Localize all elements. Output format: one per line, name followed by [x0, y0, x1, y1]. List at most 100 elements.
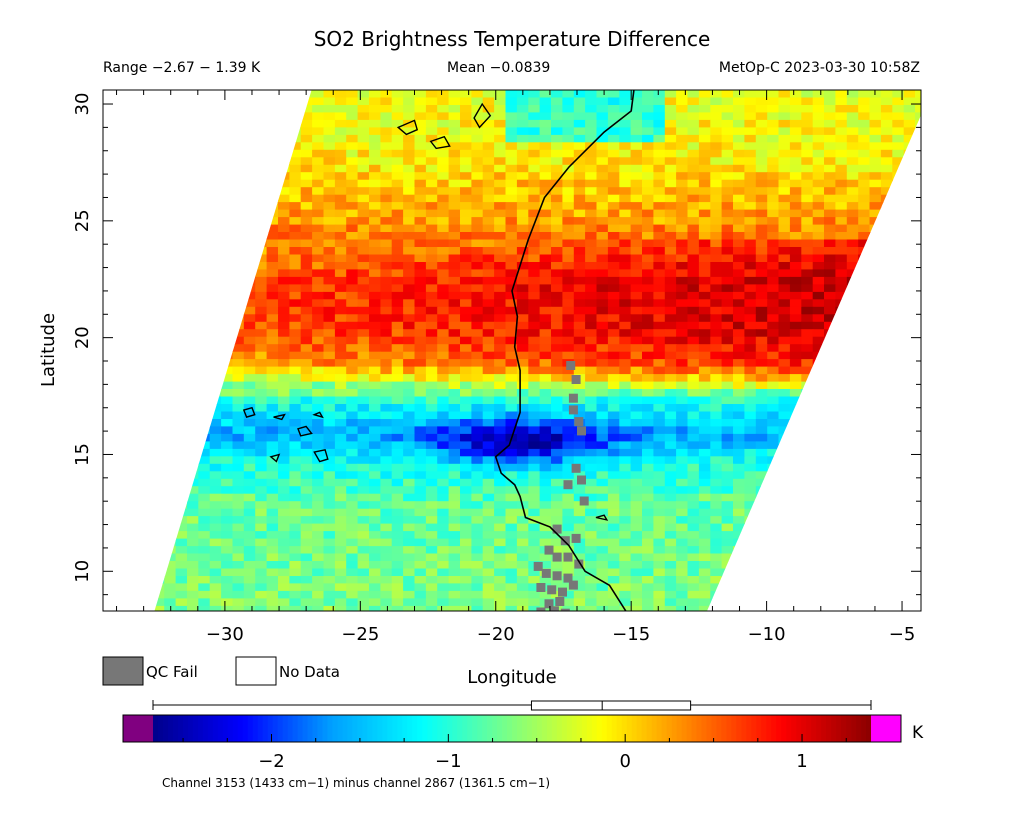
- data-pixel: [880, 187, 893, 196]
- data-pixel: [721, 336, 734, 345]
- data-pixel: [312, 553, 325, 562]
- data-pixel: [346, 351, 359, 360]
- data-pixel: [551, 97, 563, 106]
- data-pixel: [221, 239, 234, 248]
- data-pixel: [892, 90, 905, 99]
- data-pixel: [334, 568, 347, 577]
- data-pixel: [778, 157, 791, 166]
- data-pixel: [425, 172, 438, 181]
- data-pixel: [154, 97, 165, 106]
- data-pixel: [154, 112, 165, 121]
- data-pixel: [607, 568, 620, 577]
- data-pixel: [698, 142, 711, 151]
- data-pixel: [323, 314, 336, 323]
- data-pixel: [300, 284, 313, 293]
- data-pixel: [812, 329, 825, 338]
- data-pixel: [733, 314, 745, 323]
- data-pixel: [142, 187, 154, 195]
- data-pixel: [551, 209, 563, 218]
- data-pixel: [835, 546, 848, 555]
- data-pixel: [323, 433, 336, 442]
- data-pixel: [482, 97, 495, 106]
- data-pixel: [573, 142, 586, 151]
- data-pixel: [403, 576, 416, 585]
- data-pixel: [312, 314, 325, 323]
- data-pixel: [938, 135, 950, 143]
- data-pixel: [687, 276, 700, 285]
- data-pixel: [198, 561, 211, 570]
- data-pixel: [369, 463, 381, 472]
- data-pixel: [380, 314, 393, 323]
- data-pixel: [334, 583, 347, 592]
- data-pixel: [142, 419, 154, 427]
- data-pixel: [903, 590, 916, 599]
- data-pixel: [755, 546, 768, 555]
- data-pixel: [187, 538, 199, 547]
- data-pixel: [154, 433, 165, 442]
- data-pixel: [903, 97, 916, 106]
- data-pixel: [744, 97, 757, 106]
- data-pixel: [209, 441, 222, 450]
- data-pixel: [687, 523, 700, 532]
- data-pixel: [300, 336, 313, 345]
- data-pixel: [926, 501, 938, 509]
- data-pixel: [789, 105, 802, 114]
- data-pixel: [243, 590, 256, 599]
- data-pixel: [482, 478, 495, 487]
- data-pixel: [824, 299, 836, 308]
- data-pixel: [380, 433, 393, 442]
- data-pixel: [334, 605, 347, 611]
- data-pixel: [448, 553, 461, 562]
- data-pixel: [482, 456, 495, 465]
- data-pixel: [630, 516, 643, 525]
- data-pixel: [642, 576, 654, 585]
- data-pixel: [551, 127, 563, 136]
- data-pixel: [562, 134, 575, 143]
- data-pixel: [585, 411, 598, 420]
- data-pixel: [664, 471, 677, 480]
- data-pixel: [812, 232, 825, 241]
- data-pixel: [232, 516, 245, 525]
- data-pixel: [789, 590, 802, 599]
- data-pixel: [938, 486, 950, 494]
- data-pixel: [767, 448, 780, 457]
- data-pixel: [312, 448, 325, 457]
- data-pixel: [471, 157, 484, 166]
- data-pixel: [289, 329, 302, 338]
- data-pixel: [278, 329, 290, 338]
- data-pixel: [437, 508, 450, 517]
- data-pixel: [903, 389, 916, 398]
- data-pixel: [266, 351, 279, 360]
- data-pixel: [516, 568, 529, 577]
- data-pixel: [209, 523, 222, 532]
- data-pixel: [380, 463, 393, 472]
- data-pixel: [869, 441, 882, 450]
- data-pixel: [278, 217, 290, 226]
- data-pixel: [562, 119, 575, 128]
- data-pixel: [744, 194, 757, 203]
- data-pixel: [778, 433, 791, 442]
- data-pixel: [346, 426, 359, 435]
- data-pixel: [414, 179, 427, 188]
- data-pixel: [164, 605, 177, 611]
- data-pixel: [255, 576, 268, 585]
- data-pixel: [187, 247, 199, 256]
- data-pixel: [653, 157, 666, 166]
- data-pixel: [858, 351, 871, 360]
- data-pixel: [664, 119, 677, 128]
- data-pixel: [892, 164, 905, 173]
- data-pixel: [323, 291, 336, 300]
- data-pixel: [391, 127, 404, 136]
- data-pixel: [414, 404, 427, 413]
- data-pixel: [778, 508, 791, 517]
- data-pixel: [744, 202, 757, 211]
- data-pixel: [391, 321, 404, 330]
- data-pixel: [892, 531, 905, 540]
- data-pixel: [448, 419, 461, 428]
- data-pixel: [721, 426, 734, 435]
- data-pixel: [551, 538, 563, 547]
- data-pixel: [130, 337, 142, 345]
- data-pixel: [130, 464, 142, 472]
- data-pixel: [926, 172, 938, 180]
- data-pixel: [835, 97, 848, 106]
